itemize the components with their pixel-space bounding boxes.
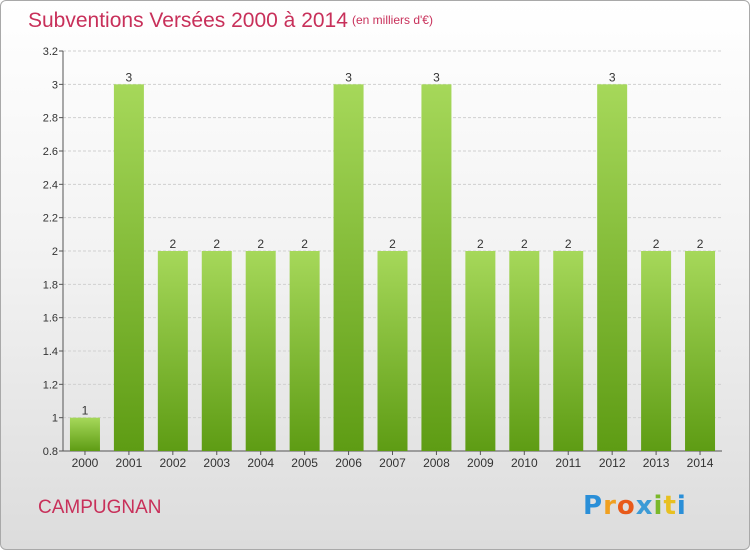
value-label: 2 bbox=[257, 237, 264, 251]
bar-2004 bbox=[245, 251, 276, 451]
x-tick-label: 2012 bbox=[599, 456, 626, 470]
value-label: 2 bbox=[389, 237, 396, 251]
logo-letter: P bbox=[583, 491, 604, 521]
x-tick-label: 2009 bbox=[467, 456, 494, 470]
y-tick-label: 1.8 bbox=[43, 279, 58, 291]
x-tick-label: 2013 bbox=[643, 456, 670, 470]
bar-2014 bbox=[685, 251, 716, 451]
logo-letter: i bbox=[653, 491, 664, 521]
y-tick-label: 1.6 bbox=[43, 313, 58, 325]
logo-letter: o bbox=[616, 491, 636, 521]
x-tick-label: 2003 bbox=[203, 456, 230, 470]
bar-2005 bbox=[289, 251, 320, 451]
value-label: 2 bbox=[697, 237, 704, 251]
bar-layer bbox=[69, 84, 716, 451]
x-tick-label: 2001 bbox=[116, 456, 143, 470]
y-tick-label: 2.8 bbox=[43, 113, 58, 125]
y-tick-label: 0.8 bbox=[43, 446, 58, 458]
value-label: 3 bbox=[609, 70, 616, 84]
logo-letter: r bbox=[603, 491, 617, 521]
value-label: 2 bbox=[477, 237, 484, 251]
logo-letter: x bbox=[635, 491, 654, 521]
x-tick-label: 2011 bbox=[555, 456, 581, 470]
x-tick-label: 2005 bbox=[291, 456, 318, 470]
bar-2007 bbox=[377, 251, 408, 451]
value-label: 1 bbox=[82, 404, 89, 418]
bar-2011 bbox=[553, 251, 584, 451]
value-label: 2 bbox=[565, 237, 572, 251]
x-tick-label: 2000 bbox=[72, 456, 99, 470]
x-tick-label: 2007 bbox=[379, 456, 406, 470]
y-tick-label: 2 bbox=[52, 246, 58, 258]
value-label: 2 bbox=[653, 237, 660, 251]
bar-2008 bbox=[421, 84, 452, 451]
chart-subtitle: (en milliers d'€) bbox=[352, 13, 433, 27]
proxiti-logo[interactable]: Proxiti bbox=[583, 491, 687, 521]
value-label: 2 bbox=[169, 237, 176, 251]
commune-name: CAMPUGNAN bbox=[38, 497, 162, 518]
value-label: 3 bbox=[433, 70, 440, 84]
y-tick-label: 1.4 bbox=[43, 346, 58, 358]
value-label: 2 bbox=[301, 237, 308, 251]
value-label: 2 bbox=[213, 237, 220, 251]
x-tick-label: 2006 bbox=[335, 456, 362, 470]
axis-layer: 0.8 1 1.2 1.4 1.6 1.8 2 2.2 2.4 2.6 2.8 3 3.2 bbox=[43, 46, 722, 458]
x-tick-label: 2010 bbox=[511, 456, 538, 470]
value-label: 3 bbox=[345, 70, 352, 84]
y-tick-label: 2.4 bbox=[43, 179, 58, 191]
x-tick-label: 2008 bbox=[423, 456, 450, 470]
bar-2001 bbox=[113, 84, 144, 451]
bar-2012 bbox=[597, 84, 628, 451]
logo-letter: i bbox=[676, 491, 687, 521]
logo-letter: t bbox=[663, 491, 677, 521]
bar-2000 bbox=[69, 417, 100, 451]
bar-2013 bbox=[641, 251, 672, 451]
y-tick-label: 2.2 bbox=[43, 213, 58, 225]
bar-2002 bbox=[157, 251, 188, 451]
bar-2010 bbox=[509, 251, 540, 451]
y-tick-label: 1.2 bbox=[43, 379, 58, 391]
bar-2009 bbox=[465, 251, 496, 451]
bar-2006 bbox=[333, 84, 364, 451]
x-tick-label: 2002 bbox=[159, 456, 186, 470]
x-tick-label: 2004 bbox=[247, 456, 274, 470]
x-tick-label: 2014 bbox=[687, 456, 714, 470]
value-label: 2 bbox=[521, 237, 528, 251]
y-tick-label: 3.2 bbox=[43, 46, 58, 58]
y-tick-label: 2.6 bbox=[43, 146, 58, 158]
y-tick-label: 3 bbox=[52, 79, 58, 91]
y-tick-label: 1 bbox=[52, 413, 58, 425]
label-layer: 1 2000 3 2001 2 2002 2 2003 2 2004 2 2005 3 2006 2 2007… bbox=[72, 70, 714, 470]
value-label: 3 bbox=[126, 70, 133, 84]
bar-2003 bbox=[201, 251, 232, 451]
chart-title: Subventions Versées 2000 à 2014 bbox=[28, 9, 348, 32]
